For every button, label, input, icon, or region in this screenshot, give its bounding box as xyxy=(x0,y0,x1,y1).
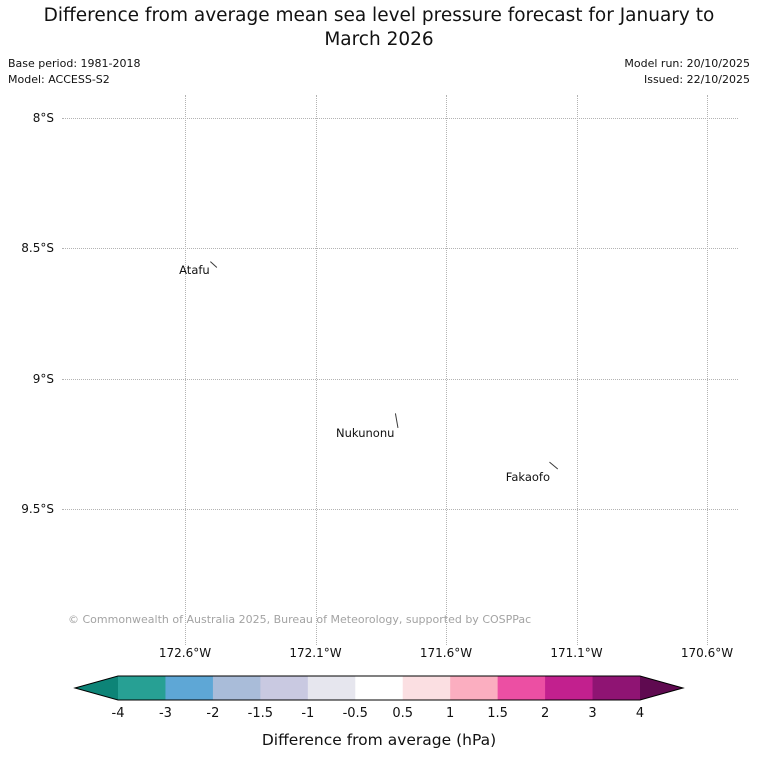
page-title: Difference from average mean sea level p… xyxy=(43,5,715,50)
lat-tick-label: 8°S xyxy=(32,111,54,125)
lat-tick-label: 9°S xyxy=(32,371,54,386)
lon-gridline xyxy=(185,95,186,645)
colorbar-segment xyxy=(118,676,166,700)
lat-tick-label: 8.5°S xyxy=(21,241,54,256)
lon-tick-label: 172.6°W xyxy=(158,646,212,660)
colorbar-segment xyxy=(355,676,404,700)
lat-gridline xyxy=(62,248,738,250)
colorbar-segment xyxy=(592,676,641,700)
lon-gridline xyxy=(446,95,447,645)
colorbar-svg xyxy=(73,675,685,701)
lon-gridline xyxy=(707,95,708,645)
colorbar-segment xyxy=(450,676,499,700)
lon-tick-label: 171.1°W xyxy=(550,646,603,660)
colorbar-segment xyxy=(307,676,356,700)
colorbar-segment xyxy=(402,676,451,700)
meta-right: Model run: 20/10/2025 Issued: 22/10/2025 xyxy=(624,56,750,88)
lat-gridline xyxy=(62,509,738,511)
lon-tick-label: 171.6°W xyxy=(419,646,473,660)
colorbar-segment xyxy=(497,676,546,700)
model-text: Model: ACCESS-S2 xyxy=(8,73,110,86)
copyright: © Commonwealth of Australia 2025, Bureau… xyxy=(68,613,532,626)
colorbar-label: Difference from average (hPa) xyxy=(261,731,497,749)
lon-gridline xyxy=(576,95,578,645)
lon-tick-label: 172.1°W xyxy=(289,646,342,660)
island-mark xyxy=(209,261,218,269)
meta-left: Base period: 1981-2018 Model: ACCESS-S2 xyxy=(8,56,140,88)
lat-gridline xyxy=(62,378,738,380)
place-label: Atafu xyxy=(179,262,210,277)
colorbar-left-arrow xyxy=(75,676,118,700)
issued-text: Issued: 22/10/2025 xyxy=(643,73,750,86)
colorbar-segment xyxy=(165,676,214,700)
colorbar-segment xyxy=(545,676,594,700)
colorbar-outline xyxy=(73,675,685,701)
colorbar-segment xyxy=(260,676,309,700)
colorbar-segment xyxy=(212,676,261,700)
island-mark xyxy=(394,413,399,429)
colorbar-right-arrow xyxy=(640,676,683,700)
island-mark xyxy=(548,461,558,470)
lat-gridline xyxy=(62,118,738,119)
place-label: Fakaofo xyxy=(505,469,550,484)
place-label: Nukunonu xyxy=(336,426,395,441)
lon-tick-label: 170.6°W xyxy=(680,646,734,660)
lat-tick-label: 9.5°S xyxy=(21,502,54,517)
lon-gridline xyxy=(315,95,317,645)
base-period-text: Base period: 1981-2018 xyxy=(8,57,141,70)
model-run-text: Model run: 20/10/2025 xyxy=(624,57,750,70)
